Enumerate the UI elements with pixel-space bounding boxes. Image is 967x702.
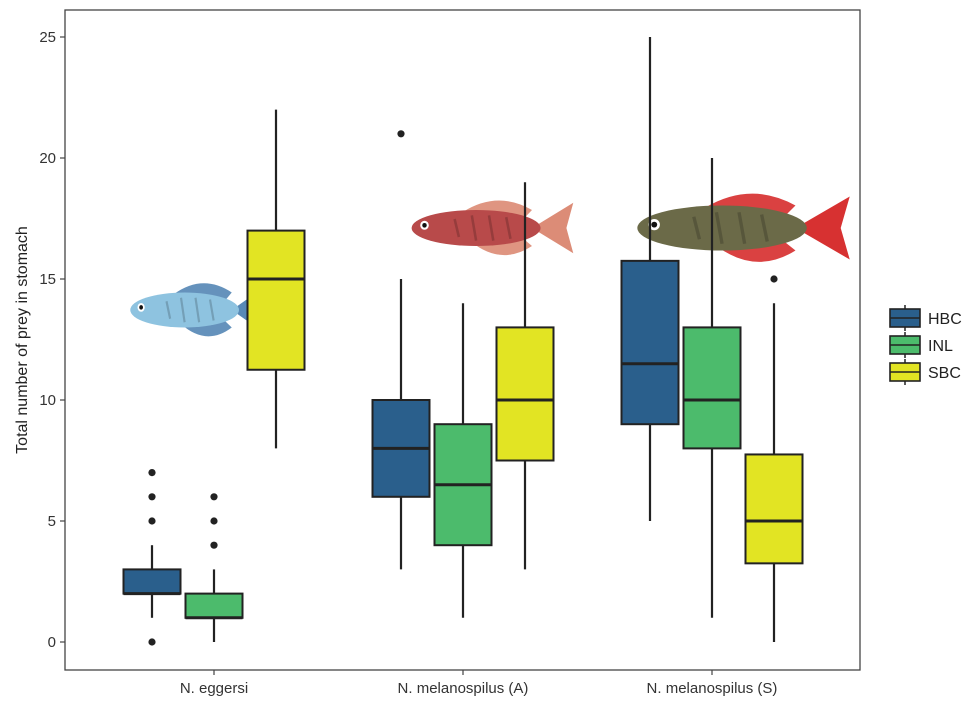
outlier-point bbox=[148, 517, 156, 525]
outlier-point bbox=[770, 275, 778, 283]
y-tick-label: 20 bbox=[39, 150, 56, 167]
box-iqr bbox=[744, 453, 804, 565]
outlier-point bbox=[148, 638, 156, 646]
legend: HBC INL SBC bbox=[889, 305, 962, 385]
fish-illustrations bbox=[130, 193, 850, 337]
box-hbc bbox=[371, 130, 431, 570]
legend-label: INL bbox=[928, 338, 953, 355]
y-tick-label: 10 bbox=[39, 392, 56, 409]
y-tick-label: 25 bbox=[39, 29, 56, 46]
legend-item-sbc: SBC bbox=[889, 359, 961, 385]
fish-pupil bbox=[651, 221, 658, 228]
box-iqr bbox=[246, 229, 306, 371]
tail-fin bbox=[795, 196, 850, 260]
body-stripes bbox=[692, 211, 769, 245]
legend-label: SBC bbox=[928, 365, 961, 382]
y-tick-label: 0 bbox=[48, 634, 56, 651]
outlier-point bbox=[148, 493, 156, 501]
outlier-point bbox=[397, 130, 405, 138]
box-inl bbox=[184, 493, 244, 642]
box-iqr bbox=[495, 326, 555, 462]
legend-label: HBC bbox=[928, 311, 962, 328]
y-axis-title: Total number of prey in stomach bbox=[14, 226, 31, 454]
body-stripes bbox=[165, 297, 215, 323]
x-tick-label: N. melanospilus (A) bbox=[398, 680, 529, 697]
box-iqr bbox=[620, 259, 680, 426]
fish-body bbox=[637, 205, 807, 251]
outlier-point bbox=[210, 517, 218, 525]
outlier-point bbox=[148, 469, 156, 477]
body-stripes bbox=[453, 215, 512, 241]
outlier-point bbox=[210, 493, 218, 501]
box-inl bbox=[682, 158, 742, 618]
box-hbc bbox=[620, 37, 680, 521]
box-hbc bbox=[122, 469, 182, 646]
fish-pupil bbox=[139, 305, 144, 310]
box-iqr bbox=[682, 326, 742, 450]
y-tick-label: 5 bbox=[48, 513, 56, 530]
y-tick-label: 15 bbox=[39, 271, 56, 288]
fish-pupil bbox=[422, 222, 427, 228]
red-tail-killifish-icon bbox=[637, 193, 850, 262]
box-iqr bbox=[184, 592, 244, 619]
boxes-layer bbox=[122, 37, 804, 646]
box-sbc bbox=[744, 275, 804, 642]
box-iqr bbox=[122, 568, 182, 595]
box-sbc bbox=[495, 182, 555, 570]
x-tick-label: N. eggersi bbox=[180, 680, 248, 697]
red-killifish-icon bbox=[411, 200, 574, 256]
outlier-point bbox=[210, 541, 218, 549]
box-inl bbox=[433, 303, 493, 618]
fish-body bbox=[130, 292, 239, 328]
axes-layer: 0 5 10 15 20 25 N. eggersi N. melanospilus (A) N… bbox=[39, 29, 777, 697]
x-tick-label: N. melanospilus (S) bbox=[647, 680, 778, 697]
legend-item-inl: INL bbox=[889, 332, 953, 358]
tail-fin bbox=[532, 202, 574, 254]
legend-item-hbc: HBC bbox=[889, 305, 962, 331]
box-sbc bbox=[246, 109, 306, 449]
fish-body bbox=[411, 210, 541, 246]
